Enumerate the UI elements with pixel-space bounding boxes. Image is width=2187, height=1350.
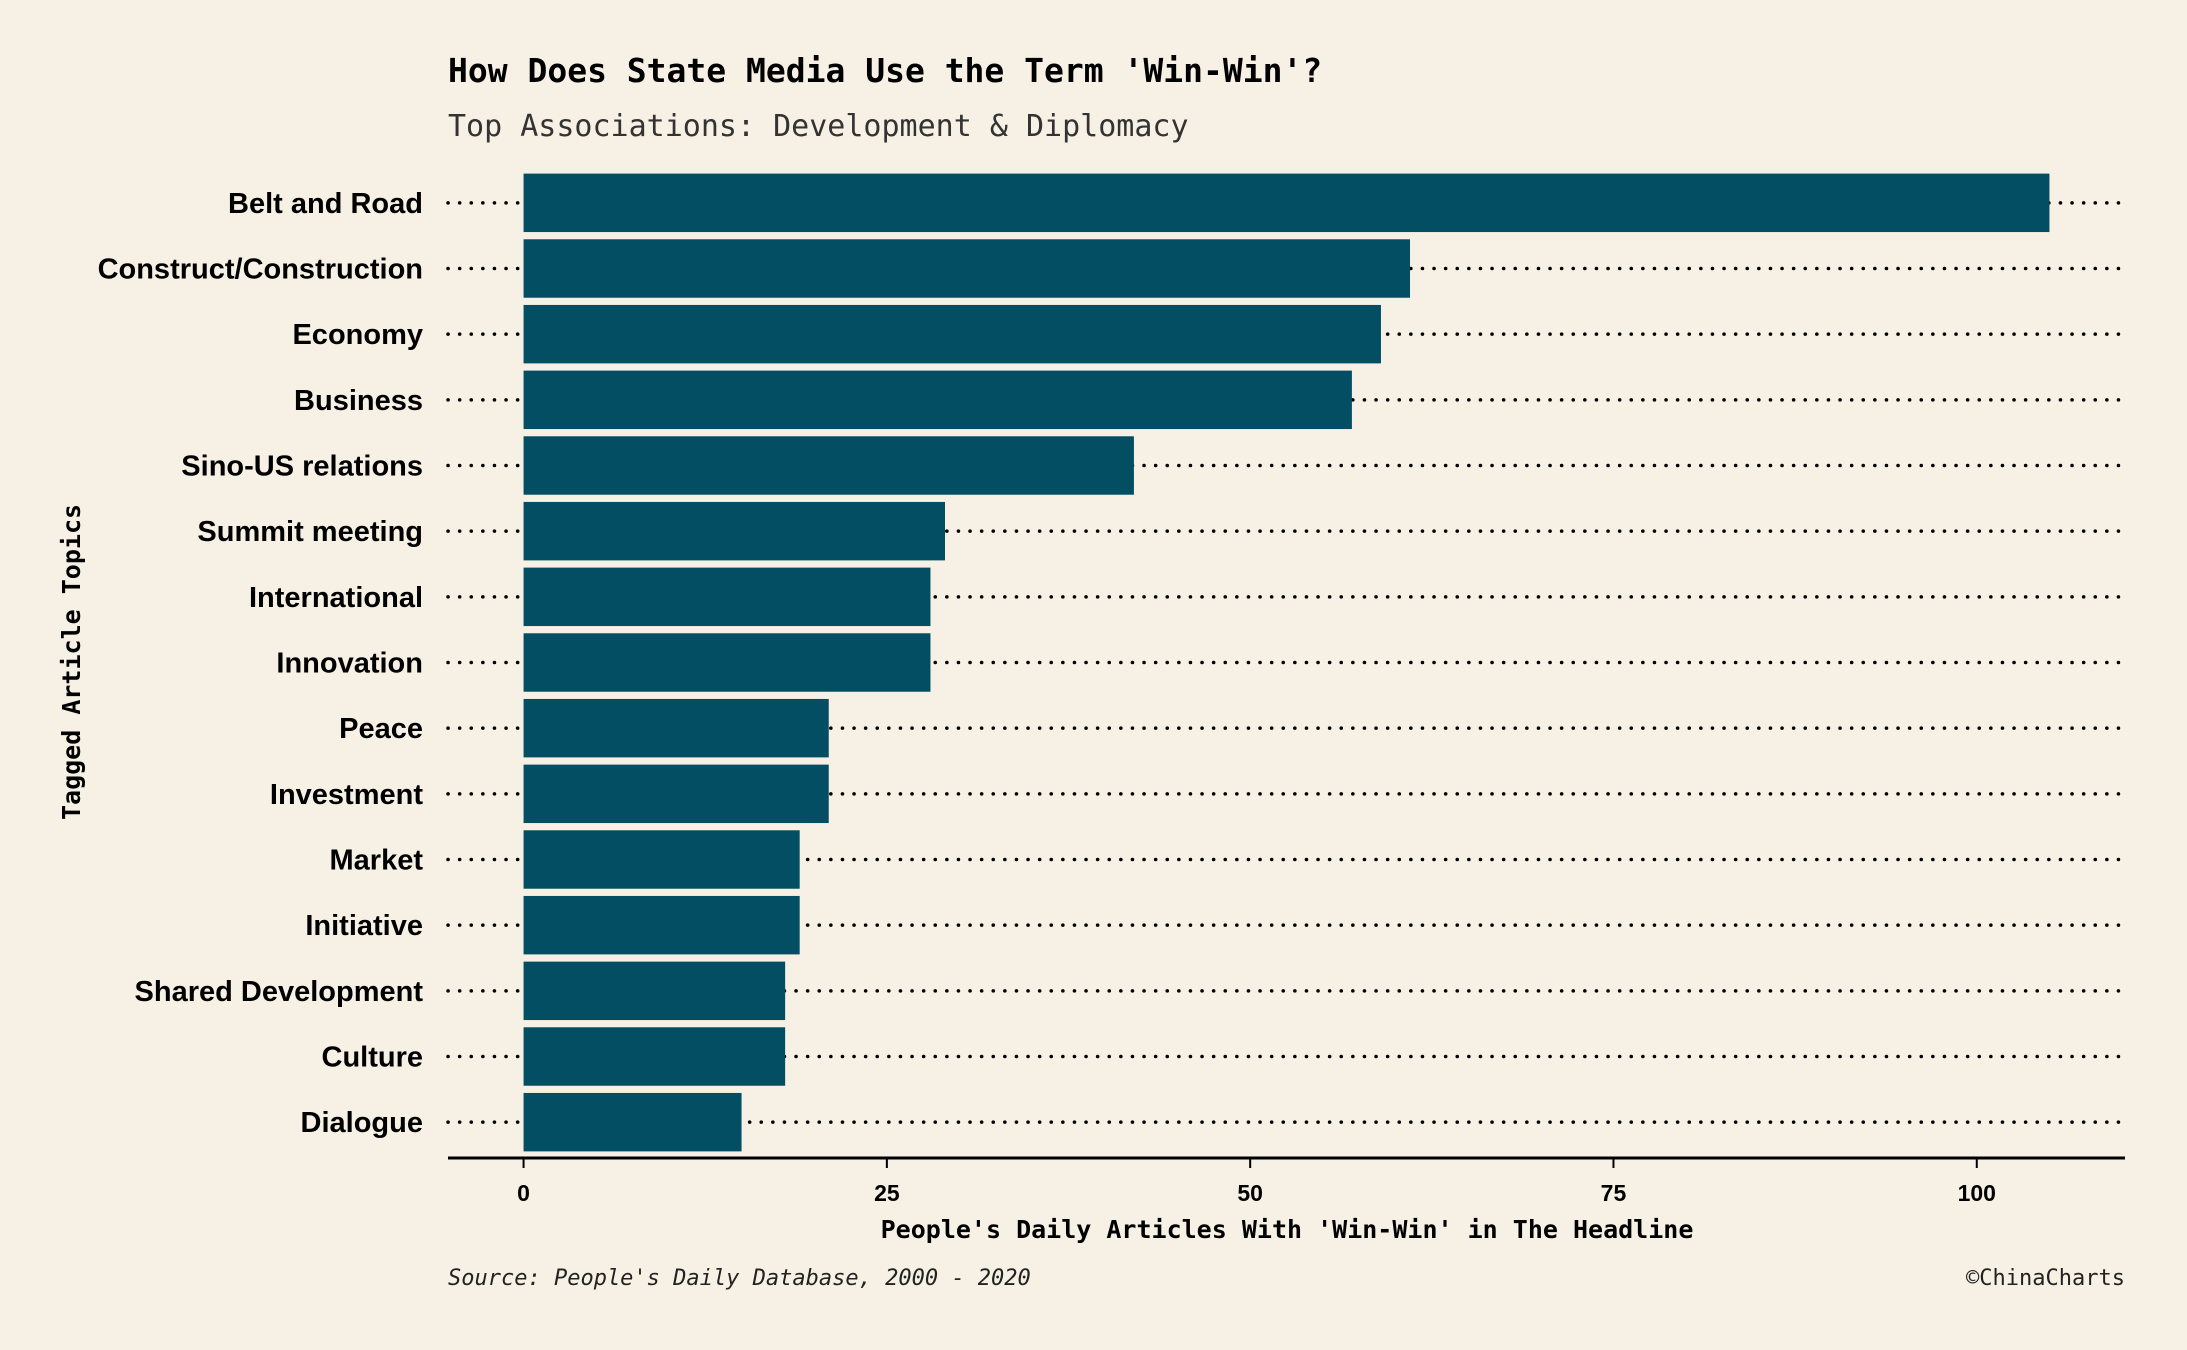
category-label: Construct/Construction [98, 254, 423, 286]
credit-label: ©ChinaCharts [1966, 1266, 2125, 1291]
bar [523, 567, 931, 627]
x-tick-label: 25 [874, 1180, 900, 1206]
bar [523, 698, 829, 758]
category-label: Shared Development [135, 976, 424, 1008]
x-tick-label: 75 [1601, 1180, 1627, 1206]
x-tick-label: 0 [517, 1180, 530, 1206]
x-tick-label: 100 [1958, 1180, 1996, 1206]
category-label: Market [330, 845, 424, 877]
category-label: Peace [339, 713, 423, 745]
category-label: Initiative [305, 910, 423, 942]
y-axis-title: Tagged Article Topics [57, 504, 86, 820]
category-label: International [249, 582, 423, 614]
bar [523, 436, 1134, 495]
bar [523, 501, 945, 561]
source-caption: Source: People's Daily Database, 2000 - … [448, 1266, 1031, 1291]
x-axis-title: People's Daily Articles With 'Win-Win' i… [881, 1215, 1694, 1244]
category-label: Innovation [276, 648, 423, 680]
category-label: Business [294, 385, 423, 417]
category-label: Summit meeting [197, 516, 423, 548]
x-tick-label: 50 [1237, 1180, 1263, 1206]
bar [523, 1027, 786, 1086]
bar [523, 370, 1352, 430]
x-axis-ticks: 0 25 50 75 100 [517, 1158, 1996, 1206]
bar [523, 830, 800, 889]
chart-subtitle: Top Associations: Development & Diplomac… [448, 109, 1189, 144]
category-label: Dialogue [301, 1107, 423, 1139]
category-label: Economy [292, 319, 423, 351]
bar [523, 961, 786, 1021]
bar [523, 239, 1411, 298]
bar [523, 1092, 742, 1152]
bar [523, 304, 1381, 364]
bar [523, 895, 800, 955]
chart-title: How Does State Media Use the Term 'Win-W… [448, 51, 1322, 90]
bar [523, 633, 931, 692]
category-label: Sino-US relations [181, 451, 423, 483]
bars-group [523, 173, 2050, 1152]
category-label: Belt and Road [228, 188, 423, 220]
category-labels: Belt and Road Construct/Construction Econo… [98, 188, 424, 1139]
bar [523, 764, 829, 824]
category-label: Investment [270, 779, 423, 811]
category-label: Culture [322, 1042, 424, 1074]
bar [523, 173, 2050, 233]
